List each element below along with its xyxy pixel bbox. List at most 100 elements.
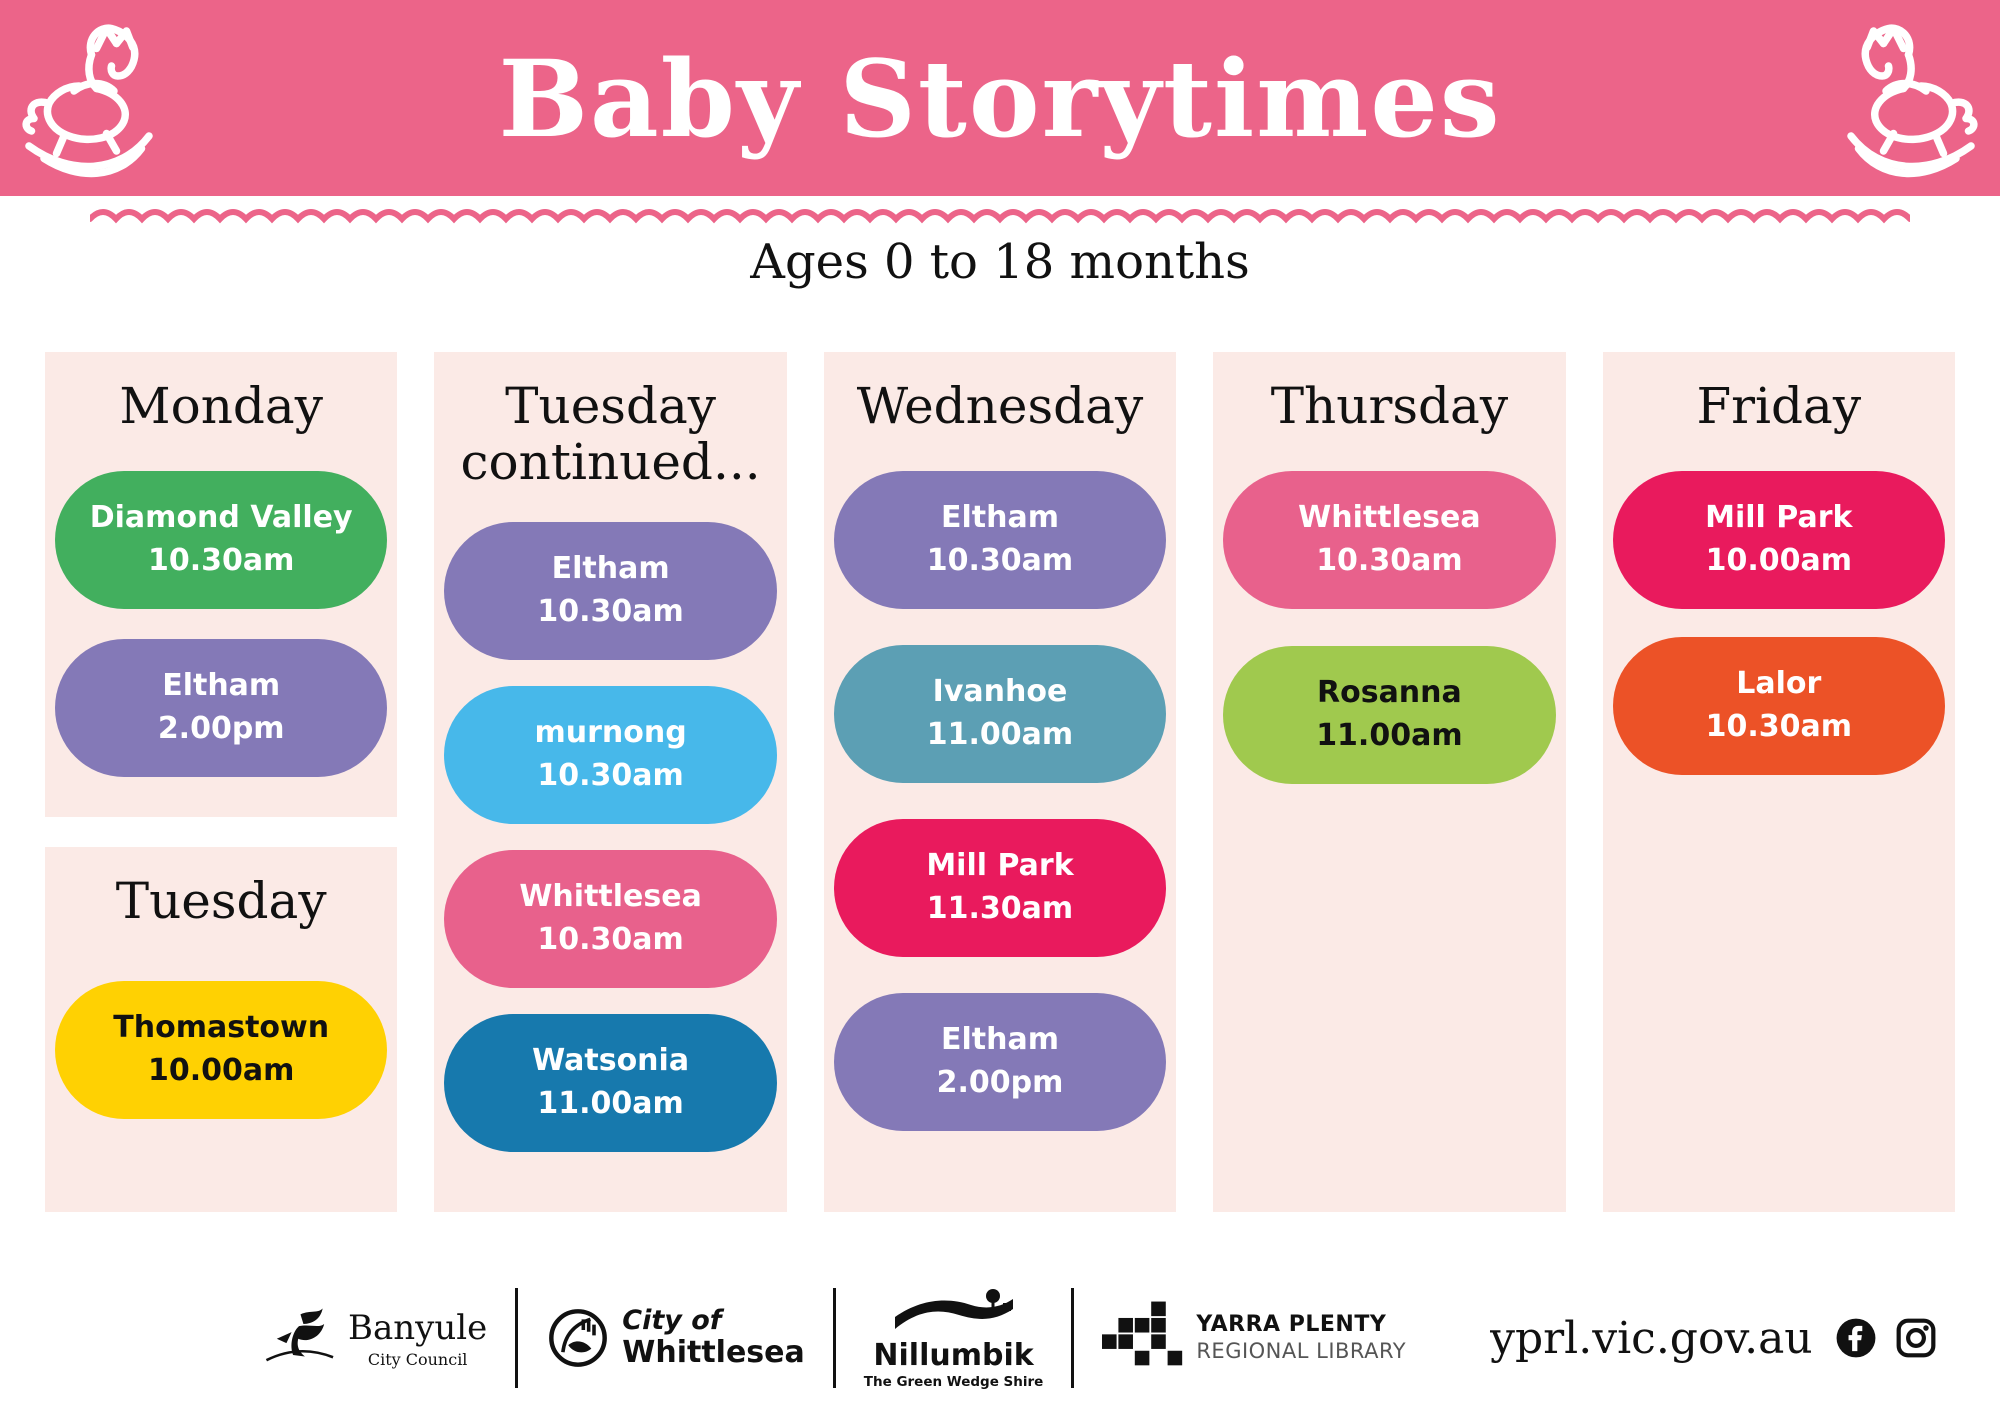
event-time: 10.30am [1316,543,1463,578]
event-pill-diamond-valley: Diamond Valley 10.30am [55,471,388,609]
event-location: Rosanna [1317,675,1462,711]
pill-list: Whittlesea 10.30am Rosanna 11.00am [1213,471,1565,784]
event-pill-lalor: Lalor 10.30am [1612,637,1945,775]
event-location: Mill Park [926,848,1074,884]
whittlesea-emblem-icon [549,1309,608,1367]
whittlesea-line2: Whittlesea [622,1334,805,1370]
day-heading-wednesday: Wednesday [856,377,1144,435]
event-location: murnong [534,715,687,751]
event-location: Whittlesea [519,879,702,915]
day-heading-friday: Friday [1696,377,1862,435]
day-section-wednesday: Wednesday Eltham 10.30am Ivanhoe 11.00am… [823,352,1177,1212]
event-time: 10.00am [147,1053,295,1088]
event-location: Eltham [551,551,670,587]
event-location: Ivanhoe [932,674,1068,710]
facebook-icon[interactable] [1835,1317,1877,1359]
yarra-plenty-logo: YARRA PLENTY REGIONAL LIBRARY [1102,1301,1406,1375]
wavy-divider-path [90,209,1910,224]
event-pill-mill-park: Mill Park 10.00am [1612,471,1945,609]
day-heading-thursday: Thursday [1270,377,1509,435]
event-time: 10.30am [537,758,684,793]
pill-list: Mill Park 10.00am Lalor 10.30am [1603,471,1955,775]
event-time: 11.00am [1316,718,1463,753]
rocking-horse-icon [22,24,153,178]
event-pill-rosanna: Rosanna 11.00am [1223,646,1556,784]
nillumbik-name: Nillumbik [873,1337,1034,1373]
event-pill-eltham: Eltham 2.00pm [55,639,388,777]
pill-list: Eltham 10.30am Ivanhoe 11.00am Mill Park… [824,471,1176,1131]
day-section-tuesday: Tuesday Thomastown 10.00am [45,847,398,1212]
day-section-thursday: Thursday Whittlesea 10.30am Rosanna 11.0… [1213,352,1566,1212]
event-time: 10.30am [147,543,295,578]
banyule-bird-icon [265,1308,334,1362]
day-heading-monday: Monday [119,377,323,435]
event-pill-eltham: Eltham 10.30am [444,522,777,660]
schedule-board: Monday Diamond Valley 10.30am Eltham 2.0… [45,352,1955,1212]
footer-logo-strip: Banyule City Council City of Whittlesea [262,1282,1937,1394]
nillumbik-logo: Nillumbik The Green Wedge Shire [863,1287,1044,1390]
event-time: 2.00pm [936,1065,1064,1100]
column-monday-tuesday: Monday Diamond Valley 10.30am Eltham 2.0… [45,352,398,1212]
pill-list: Thomastown 10.00am [45,981,397,1119]
day-section-friday: Friday Mill Park 10.00am Lalor 10.30am [1602,352,1955,1212]
banyule-subtitle: City Council [367,1349,468,1369]
event-pill-ivanhoe: Ivanhoe 11.00am [833,645,1167,783]
event-time: 10.30am [1705,709,1852,744]
day-heading-tuesday-continued: Tuesday continued... [460,377,761,491]
event-pill-whittlesea: Whittlesea 10.30am [444,850,777,988]
event-location: Watsonia [532,1043,690,1079]
column-wednesday: Wednesday Eltham 10.30am Ivanhoe 11.00am… [823,352,1177,1212]
banyule-name: Banyule [348,1307,488,1348]
nillumbik-landscape-icon [894,1288,1013,1329]
event-time: 11.00am [926,717,1074,752]
event-location: Eltham [162,668,281,704]
day-heading-tuesday: Tuesday [115,872,327,930]
banyule-logo: Banyule City Council [262,1305,487,1371]
day-section-monday: Monday Diamond Valley 10.30am Eltham 2.0… [45,352,398,817]
yprl-pixel-icon [1102,1301,1183,1366]
column-friday: Friday Mill Park 10.00am Lalor 10.30am [1602,352,1955,1212]
pill-list: Eltham 10.30am murnong 10.30am Whittlese… [434,522,786,1152]
age-range-label: Ages 0 to 18 months [750,234,1250,290]
event-time: 10.30am [537,922,684,957]
day-section-tuesday-continued: Tuesday continued... Eltham 10.30am murn… [434,352,787,1212]
column-tuesday-continued: Tuesday continued... Eltham 10.30am murn… [434,352,787,1212]
event-pill-eltham-pm: Eltham 2.00pm [833,993,1167,1131]
event-pill-thomastown: Thomastown 10.00am [55,981,388,1119]
event-pill-whittlesea: Whittlesea 10.30am [1223,471,1556,609]
event-pill-murnong: murnong 10.30am [444,686,777,824]
event-location: Eltham [941,1022,1059,1058]
nillumbik-subtitle: The Green Wedge Shire [863,1373,1044,1390]
event-time: 10.00am [1705,543,1852,578]
column-thursday: Thursday Whittlesea 10.30am Rosanna 11.0… [1213,352,1566,1212]
event-pill-watsonia: Watsonia 11.00am [444,1014,777,1152]
event-time: 2.00pm [157,711,285,746]
event-location: Mill Park [1705,500,1853,536]
website-url[interactable]: yprl.vic.gov.au [1490,1312,1813,1364]
event-time: 10.30am [926,543,1074,578]
event-location: Thomastown [113,1010,330,1046]
footer-divider [832,1288,836,1388]
wavy-divider [90,209,1910,224]
city-of-whittlesea-logo: City of Whittlesea [546,1306,805,1370]
event-time: 10.30am [537,594,684,629]
header-banner: Baby Storytimes [0,0,2000,196]
event-location: Whittlesea [1298,500,1481,536]
page-title: Baby Storytimes [498,35,1502,161]
footer-divider [1071,1288,1075,1388]
event-pill-eltham-am: Eltham 10.30am [833,471,1167,609]
event-location: Lalor [1736,666,1822,702]
social-icons [1835,1317,1937,1359]
event-pill-mill-park: Mill Park 11.30am [833,819,1167,957]
rocking-horse-icon [1847,24,1978,178]
instagram-icon[interactable] [1895,1317,1937,1359]
event-location: Eltham [941,500,1059,536]
yprl-line1: YARRA PLENTY [1196,1312,1387,1338]
pill-list: Diamond Valley 10.30am Eltham 2.00pm [45,471,397,777]
footer-divider [515,1288,519,1388]
event-location: Diamond Valley [89,500,353,536]
event-time: 11.30am [926,891,1074,926]
yprl-line2: REGIONAL LIBRARY [1196,1338,1407,1363]
whittlesea-line1: City of [622,1305,722,1337]
